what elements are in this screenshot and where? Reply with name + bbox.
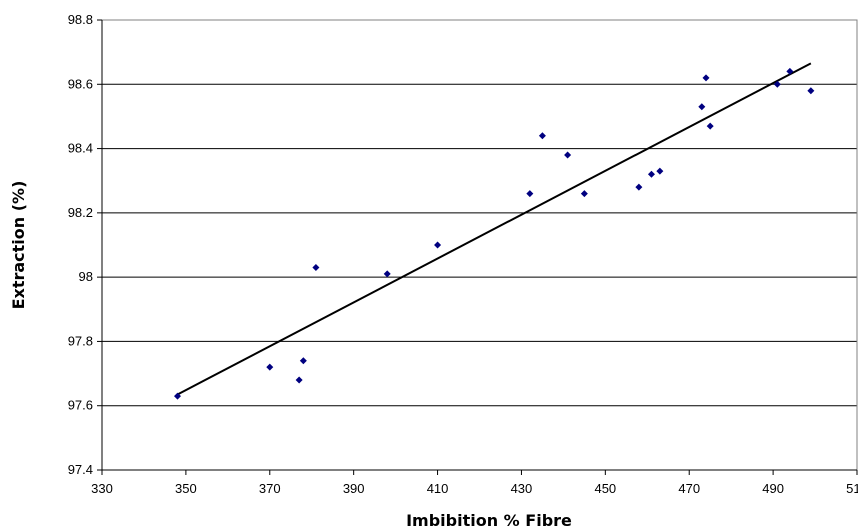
data-point-1 xyxy=(266,363,274,371)
y-tick-label: 97.6 xyxy=(68,398,93,413)
x-tick-label: 390 xyxy=(343,481,365,496)
data-point-10 xyxy=(580,190,588,198)
trendline-group xyxy=(177,62,812,396)
data-point-11 xyxy=(635,183,643,191)
x-tick-label: 350 xyxy=(175,481,197,496)
data-point-6 xyxy=(434,241,442,249)
data-points xyxy=(174,67,815,400)
linear-trendline xyxy=(177,62,812,396)
data-point-0 xyxy=(174,392,181,400)
x-tick-label: 510 xyxy=(846,481,858,496)
data-point-8 xyxy=(538,132,546,140)
data-point-19 xyxy=(807,87,815,95)
data-point-2 xyxy=(295,376,303,384)
data-point-17 xyxy=(773,80,781,88)
x-tick-label: 370 xyxy=(259,481,281,496)
tick-labels: 97.4 97.6 97.8 98 98.2 98.4 98.6 98.8 330 350 370 3… xyxy=(68,12,858,496)
data-point-4 xyxy=(312,264,320,271)
data-point-13 xyxy=(656,167,664,175)
x-tick-label: 410 xyxy=(427,481,449,496)
data-point-18 xyxy=(786,67,794,75)
data-point-5 xyxy=(383,270,391,278)
data-point-9 xyxy=(564,151,572,159)
data-point-3 xyxy=(299,357,307,365)
y-tick-label: 98.4 xyxy=(68,141,93,156)
x-tick-label: 470 xyxy=(678,481,700,496)
x-tick-label: 490 xyxy=(762,481,784,496)
y-tick-label: 98.8 xyxy=(68,12,93,27)
x-tick-label: 330 xyxy=(91,481,113,496)
y-tick-label: 98 xyxy=(79,269,93,284)
data-point-15 xyxy=(702,74,710,82)
x-tick-label: 450 xyxy=(594,481,616,496)
x-axis-title: Imbibition % Fibre xyxy=(406,511,572,529)
axes xyxy=(97,19,858,475)
data-point-12 xyxy=(647,170,655,178)
y-tick-label: 98.6 xyxy=(68,76,93,91)
grid-lines xyxy=(102,83,857,407)
y-tick-label: 98.2 xyxy=(68,205,93,220)
data-point-7 xyxy=(526,190,534,198)
y-tick-label: 97.8 xyxy=(68,333,93,348)
data-point-14 xyxy=(698,103,706,111)
data-point-16 xyxy=(706,122,714,130)
y-tick-label: 97.4 xyxy=(68,462,93,477)
plot-area-frame xyxy=(101,19,858,471)
x-tick-label: 430 xyxy=(511,481,533,496)
y-axis-title: Extraction (%) xyxy=(9,181,28,310)
